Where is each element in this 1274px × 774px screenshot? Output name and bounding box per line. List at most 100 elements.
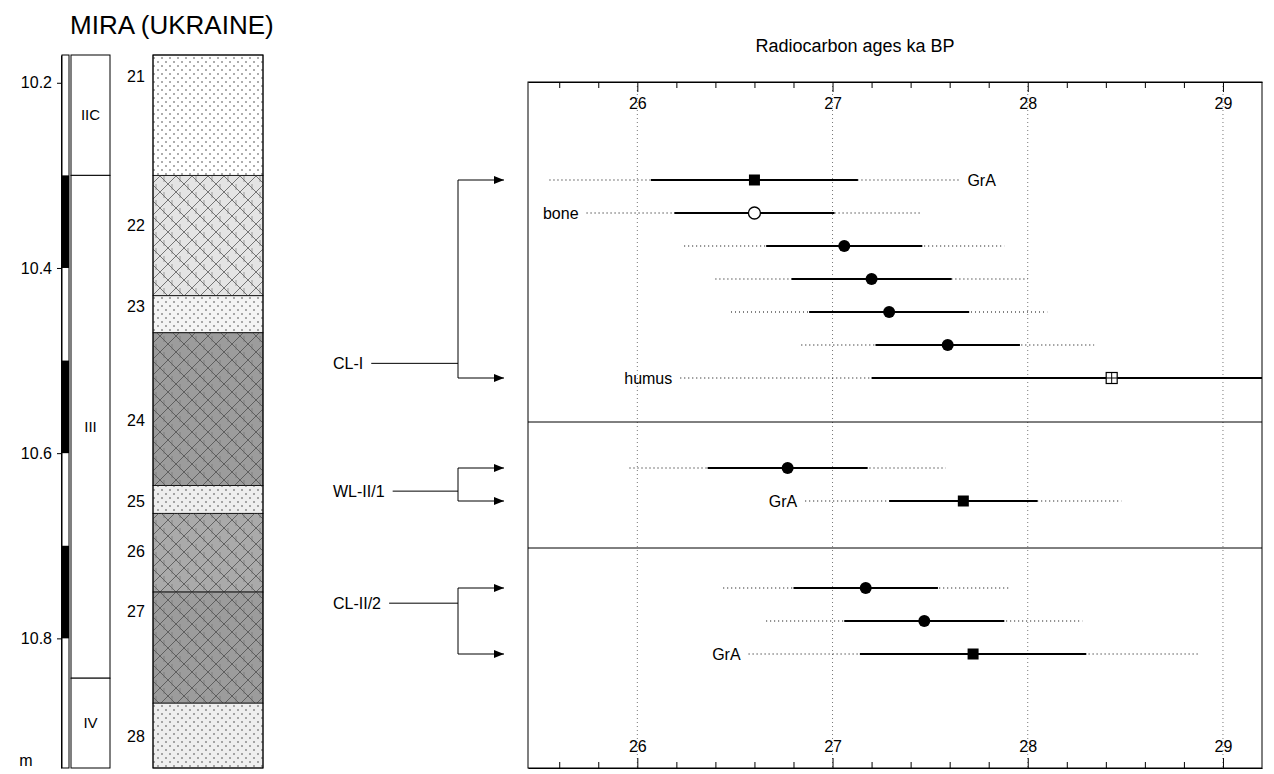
depth-scale-segment xyxy=(62,546,69,639)
bracket xyxy=(458,468,459,501)
point-circle xyxy=(860,582,872,594)
layer-pattern xyxy=(153,296,263,333)
point xyxy=(958,496,969,507)
cultural-layer-label: CL-II/2 xyxy=(333,595,381,612)
layer xyxy=(153,333,263,486)
plot-frame xyxy=(528,82,1262,768)
x-tick: 28 xyxy=(1019,738,1037,768)
error-bar-2s xyxy=(680,377,1262,378)
layer-number: 21 xyxy=(127,68,145,85)
x-minor-tick-mark xyxy=(1067,762,1068,768)
point-square xyxy=(749,175,760,186)
depth-scale-segment xyxy=(62,361,69,454)
x-tick xyxy=(715,82,716,88)
x-minor-tick-mark xyxy=(950,82,951,88)
layer-number: 23 xyxy=(127,298,145,315)
x-minor-tick-mark xyxy=(1184,762,1185,768)
x-minor-tick-mark xyxy=(1067,82,1068,88)
layer xyxy=(153,703,263,768)
layer-pattern xyxy=(153,592,263,703)
x-minor-tick-mark xyxy=(793,82,794,88)
bracket-stub xyxy=(371,363,458,364)
depth-tick: 10.6 xyxy=(21,445,61,462)
x-tick xyxy=(989,82,990,88)
point-label: humus xyxy=(624,370,672,387)
bracket-arrow xyxy=(458,588,504,589)
depth-tick: 10.2 xyxy=(21,74,61,91)
x-tick-label: 29 xyxy=(1215,95,1233,112)
x-tick xyxy=(911,762,912,768)
x-tick: 27 xyxy=(824,82,842,112)
point-circle xyxy=(942,339,954,351)
grid-line xyxy=(1222,82,1223,768)
x-tick xyxy=(872,82,873,88)
layer-number: 22 xyxy=(127,217,145,234)
x-minor-tick-mark xyxy=(911,82,912,88)
x-axis-line-top xyxy=(529,82,1263,83)
x-tick xyxy=(1067,762,1068,768)
layer-pattern xyxy=(153,703,263,768)
point-circle xyxy=(782,462,794,474)
layer-pattern xyxy=(153,486,263,514)
x-tick: 26 xyxy=(629,82,647,112)
bracket-arrow xyxy=(458,501,504,502)
depth-tick-mark xyxy=(57,83,61,84)
layer-number: 24 xyxy=(127,412,145,429)
point xyxy=(1106,373,1117,384)
x-tick-mark xyxy=(833,82,834,92)
unit-box xyxy=(71,175,110,678)
point xyxy=(860,582,872,594)
x-tick xyxy=(676,762,677,768)
point-circle xyxy=(918,615,930,627)
depth-tick: 10.4 xyxy=(21,260,61,277)
bracket-arrow xyxy=(458,654,504,655)
x-tick xyxy=(715,762,716,768)
layer xyxy=(153,486,263,514)
x-minor-tick-mark xyxy=(1106,82,1107,88)
layer-pattern xyxy=(153,175,263,295)
layer xyxy=(153,175,263,295)
point xyxy=(942,339,954,351)
depth-tick: 10.8 xyxy=(21,630,61,647)
x-tick: 29 xyxy=(1215,738,1233,768)
x-minor-tick-mark xyxy=(754,762,755,768)
point-circle-open xyxy=(748,207,760,219)
point xyxy=(866,273,878,285)
x-tick xyxy=(754,762,755,768)
x-tick-mark xyxy=(1028,758,1029,768)
grid-line xyxy=(637,82,638,768)
unit-label: IIC xyxy=(81,106,100,123)
x-minor-tick-mark xyxy=(989,82,990,88)
depth-tick-mark xyxy=(57,453,61,454)
x-tick xyxy=(1106,762,1107,768)
depth-scale-segment xyxy=(62,175,69,268)
point-circle xyxy=(883,306,895,318)
x-minor-tick-mark xyxy=(989,762,990,768)
depth-scale-bar xyxy=(62,55,69,768)
cultural-layer-label: CL-I xyxy=(333,355,363,372)
point xyxy=(968,649,979,660)
depth-tick-mark xyxy=(57,638,61,639)
x-minor-tick-mark xyxy=(598,762,599,768)
x-tick xyxy=(1184,762,1185,768)
depth-axis-line xyxy=(61,56,62,769)
point xyxy=(883,306,895,318)
point-circle xyxy=(866,273,878,285)
x-tick: 29 xyxy=(1215,82,1233,112)
x-tick-label: 26 xyxy=(629,738,647,755)
x-tick xyxy=(1145,82,1146,88)
point-label: GrA xyxy=(769,493,798,510)
x-minor-tick-mark xyxy=(793,762,794,768)
x-minor-tick-mark xyxy=(1106,762,1107,768)
x-tick-mark xyxy=(1028,82,1029,92)
depth-tick-label: 10.2 xyxy=(21,74,52,91)
point xyxy=(748,207,760,219)
x-tick xyxy=(950,762,951,768)
panel-divider xyxy=(528,422,1262,423)
x-tick-label: 27 xyxy=(824,738,842,755)
x-minor-tick-mark xyxy=(911,762,912,768)
x-minor-tick-mark xyxy=(559,762,560,768)
x-minor-tick-mark xyxy=(559,82,560,88)
bracket-arrow xyxy=(458,468,504,469)
x-tick xyxy=(1145,762,1146,768)
